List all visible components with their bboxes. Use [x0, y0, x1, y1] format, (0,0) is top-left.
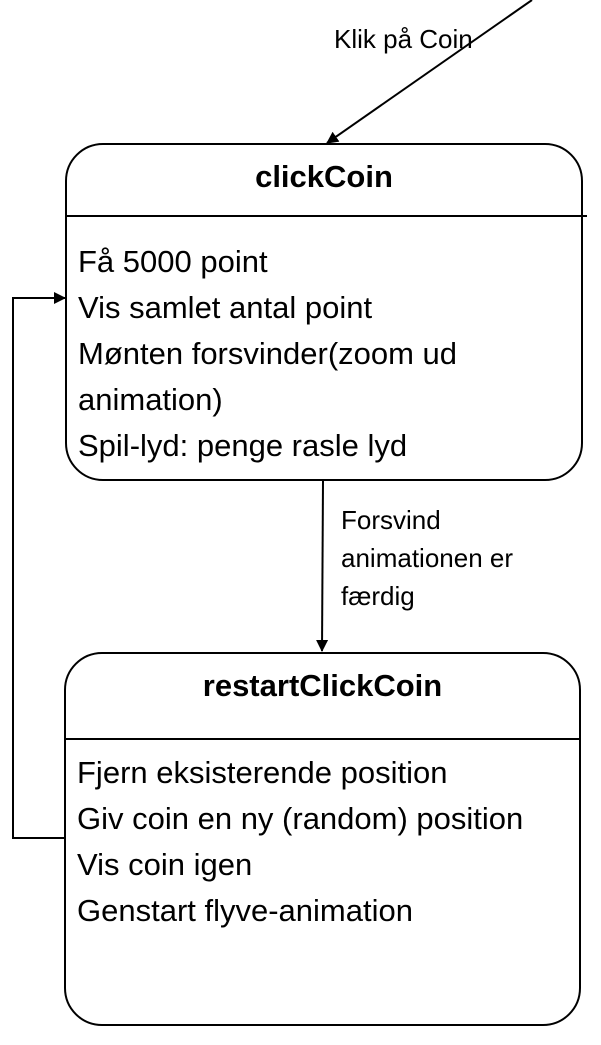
clickcoin-to-restart-arrow [322, 481, 323, 651]
transition-label-line-2: animationen er [341, 539, 513, 577]
state-action: Genstart flyve-animation [77, 888, 571, 934]
state-action: Giv coin en ny (random) position [77, 796, 571, 842]
state-actions: Få 5000 point Vis samlet antal point Møn… [78, 239, 573, 469]
entry-transition-label: Klik på Coin [334, 20, 473, 58]
transition-label-line-3: færdig [341, 577, 415, 615]
state-restart-click-coin: restartClickCoin Fjern eksisterende posi… [64, 652, 581, 1026]
state-click-coin: clickCoin Få 5000 point Vis samlet antal… [65, 143, 583, 481]
state-action: Spil-lyd: penge rasle lyd [78, 423, 573, 469]
state-action: Fjern eksisterende position [77, 750, 571, 796]
state-title: restartClickCoin [66, 668, 579, 704]
transition-label-line-1: Forsvind [341, 501, 441, 539]
state-divider [67, 215, 587, 217]
state-actions: Fjern eksisterende position Giv coin en … [77, 750, 571, 934]
state-title: clickCoin [67, 159, 581, 195]
state-action: Vis samlet antal point [78, 285, 573, 331]
state-action: Få 5000 point [78, 239, 573, 285]
restart-to-clickcoin-loop-arrow [13, 298, 66, 838]
state-action: Mønten forsvinder(zoom ud animation) [78, 331, 573, 423]
state-action: Vis coin igen [77, 842, 571, 888]
state-divider [66, 738, 581, 740]
